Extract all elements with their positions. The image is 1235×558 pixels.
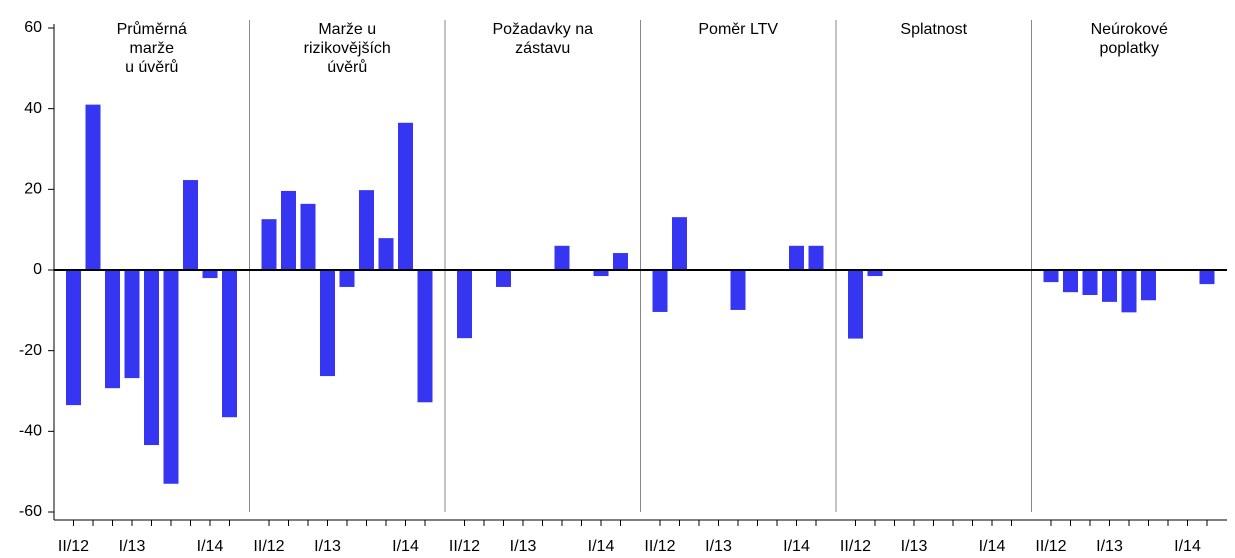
y-tick-label: -40 [19,423,42,440]
y-tick-label: 20 [24,181,42,198]
panel-title: Poměr LTV [698,21,778,38]
bar [1063,270,1078,293]
x-tick-label: II/12 [1035,538,1066,555]
panel-title: u úvěrů [125,58,178,76]
panel-title: Neúrokové [1091,21,1168,38]
x-tick-label: II/12 [644,538,675,555]
bar [672,217,687,270]
panel-title: Marže u [318,21,376,38]
bar [1043,270,1059,283]
x-tick-label: II/12 [253,538,284,555]
bar [613,253,628,270]
bar [222,270,237,418]
bar [554,245,570,270]
bar [359,190,374,270]
panel-title: Požadavky na [492,21,593,38]
x-tick-label: I/13 [705,538,732,555]
y-tick-label: -60 [19,503,42,520]
bar [1082,270,1098,296]
bar [85,104,101,270]
x-tick-label: I/14 [783,538,810,555]
bar [789,245,804,270]
panel-title: zástavu [515,40,570,57]
bar [652,270,668,312]
bar [300,203,316,270]
bar [144,270,159,446]
x-tick-label: I/13 [1096,538,1123,555]
bar [1141,270,1156,301]
bar [848,270,863,339]
y-tick-label: 60 [24,19,42,36]
bar [730,270,746,310]
bar [378,238,394,270]
panel-title: Průměrná [117,20,187,38]
y-tick-label: 40 [24,100,42,117]
bar [124,270,140,379]
bar [320,270,335,377]
panel-title: poplatky [1099,40,1159,57]
bar [339,270,355,287]
bar [1199,270,1215,285]
x-tick-label: II/12 [449,538,480,555]
x-tick-label: I/13 [901,538,928,555]
bar [183,180,198,270]
bar [261,219,277,270]
x-tick-label: I/13 [119,538,146,555]
bar [105,270,120,389]
bar [202,270,218,279]
bar [867,270,883,277]
y-tick-label: 0 [33,261,42,278]
x-tick-label: I/13 [510,538,537,555]
bar [281,190,296,270]
bar [496,270,511,287]
bar [163,270,179,484]
bar [808,245,824,270]
bar [457,270,472,339]
bar [398,122,413,271]
x-tick-label: II/12 [840,538,871,555]
x-tick-label: I/13 [314,538,341,555]
bar [1121,270,1137,313]
panel-title: rizikovějších [304,40,391,57]
bar [1102,270,1117,302]
bar [593,270,609,277]
x-tick-label: I/14 [392,538,419,555]
y-tick-label: -20 [19,342,42,359]
panel-title: úvěrů [327,58,367,76]
bar [66,270,81,406]
x-tick-label: I/14 [588,538,615,555]
x-tick-label: I/14 [197,538,224,555]
bar [417,270,433,403]
panel-title: marže [130,40,175,57]
x-tick-label: I/14 [1174,538,1201,555]
x-tick-label: II/12 [58,538,89,555]
x-tick-label: I/14 [979,538,1006,555]
panel-title: Splatnost [900,21,967,38]
